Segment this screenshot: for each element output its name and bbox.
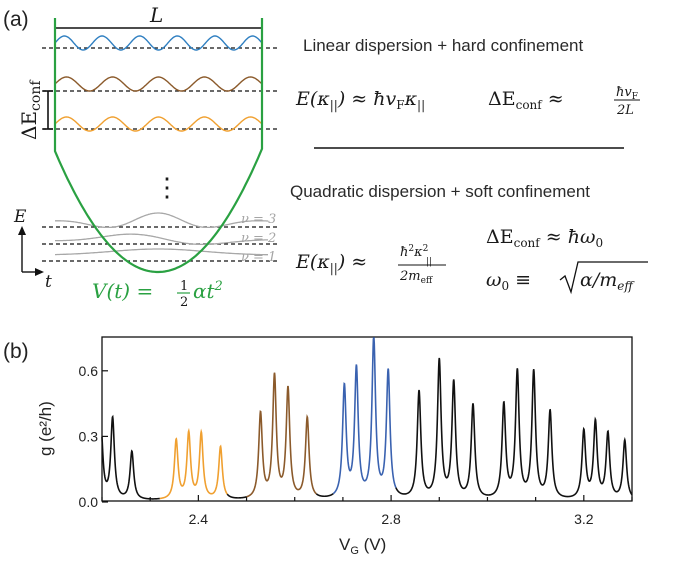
plot-frame: [101, 336, 633, 502]
linear-delta-formula: ΔEconf ≈ ħvF 2L: [488, 85, 640, 118]
svg-text:E(κ||) ≈: E(κ||) ≈: [295, 251, 367, 275]
ellipsis-dots: ⋮: [154, 173, 180, 203]
mode-soft-1: [55, 248, 268, 256]
linear-heading: Linear dispersion + hard confinement: [303, 36, 583, 55]
panel-a-label: (a): [3, 8, 29, 31]
svg-text:ω0 ≡: ω0 ≡: [486, 269, 531, 293]
trace-segment-1: [159, 427, 228, 500]
y-tick-label: 0.6: [79, 363, 99, 379]
svg-text:ΔEconf ≈: ΔEconf ≈: [488, 88, 564, 112]
trace-segment-6: [395, 357, 633, 498]
y-tick-label: 0.3: [79, 428, 99, 444]
svg-text:αt2: αt2: [193, 279, 223, 303]
trace-segment-3: [246, 372, 317, 498]
svg-text:2L: 2L: [616, 103, 634, 118]
quadratic-delta-formula: ΔEconf ≈ ħω0: [486, 226, 603, 250]
conductance-trace: [101, 337, 633, 500]
svg-text:ħ2κ2: ħ2κ2: [400, 244, 428, 260]
svg-text:ħvF: ħvF: [616, 85, 638, 102]
svg-text:ΔEconf ≈ ħω0: ΔEconf ≈ ħω0: [486, 226, 603, 250]
trace-segment-4: [315, 492, 334, 498]
y-tick-label: 0.0: [79, 494, 99, 510]
mode-wave-orange: [54, 116, 263, 132]
quadratic-energy-formula: E(κ||) ≈ ħ2κ2 || 2meff: [295, 244, 446, 286]
y-axis-title: g (e²/h): [36, 401, 55, 456]
mode-wave-brown: [54, 76, 263, 92]
svg-text:||: ||: [426, 257, 432, 267]
potential-formula: V(t) = 1 2 αt2: [92, 279, 223, 310]
nu-label-3: ν = 3: [241, 212, 276, 227]
quadratic-heading: Quadratic dispersion + soft confinement: [290, 182, 590, 201]
mode-soft-3: [55, 212, 268, 229]
svg-text:V(t) =: V(t) =: [92, 279, 153, 303]
omega-definition: ω0 ≡ α/meff: [486, 261, 648, 295]
energy-time-axes: E t: [13, 207, 52, 292]
trace-segment-5: [332, 337, 397, 495]
x-tick-label: 2.4: [189, 511, 209, 527]
svg-text:2meff: 2meff: [399, 269, 433, 286]
time-axis-label: t: [45, 272, 52, 292]
x-axis-title: VG (V): [339, 535, 386, 557]
x-tick-label: 2.8: [381, 511, 401, 527]
delta-e-bracket: [43, 90, 53, 130]
svg-text:E(κ||) ≈ ħvFκ||: E(κ||) ≈ ħvFκ||: [295, 88, 425, 112]
width-arrow: L: [54, 3, 263, 34]
svg-text:2: 2: [180, 295, 188, 310]
x-tick-label: 3.2: [574, 511, 594, 527]
potential-curve: [53, 18, 264, 274]
energy-axis-label: E: [13, 207, 27, 227]
panel-a: (a) L: [3, 3, 648, 310]
svg-text:1: 1: [180, 279, 188, 294]
nu-label-1: ν = 1: [241, 250, 276, 265]
linear-energy-formula: E(κ||) ≈ ħvFκ||: [295, 88, 425, 112]
mode-wave-blue: [54, 35, 263, 51]
width-label: L: [149, 3, 163, 27]
svg-text:α/meff: α/meff: [580, 269, 635, 293]
x-ticks: 2.4 2.8 3.2: [101, 495, 633, 527]
panel-b-label: (b): [3, 340, 29, 363]
delta-e-label: ΔEconf: [17, 79, 44, 140]
y-ticks: 0.0 0.3 0.6: [79, 363, 108, 510]
trace-segment-2: [226, 493, 247, 499]
svg-text:g (e²/h): g (e²/h): [36, 401, 55, 456]
panel-b: (b) 2.4 2.8 3.2 0.0 0.3 0.6 VG (V) g (e²/h): [3, 336, 633, 557]
nu-label-2: ν = 2: [241, 231, 276, 246]
trace-segment-0: [101, 414, 160, 500]
svg-text:ΔEconf: ΔEconf: [17, 79, 44, 140]
mode-soft-2: [55, 233, 268, 246]
